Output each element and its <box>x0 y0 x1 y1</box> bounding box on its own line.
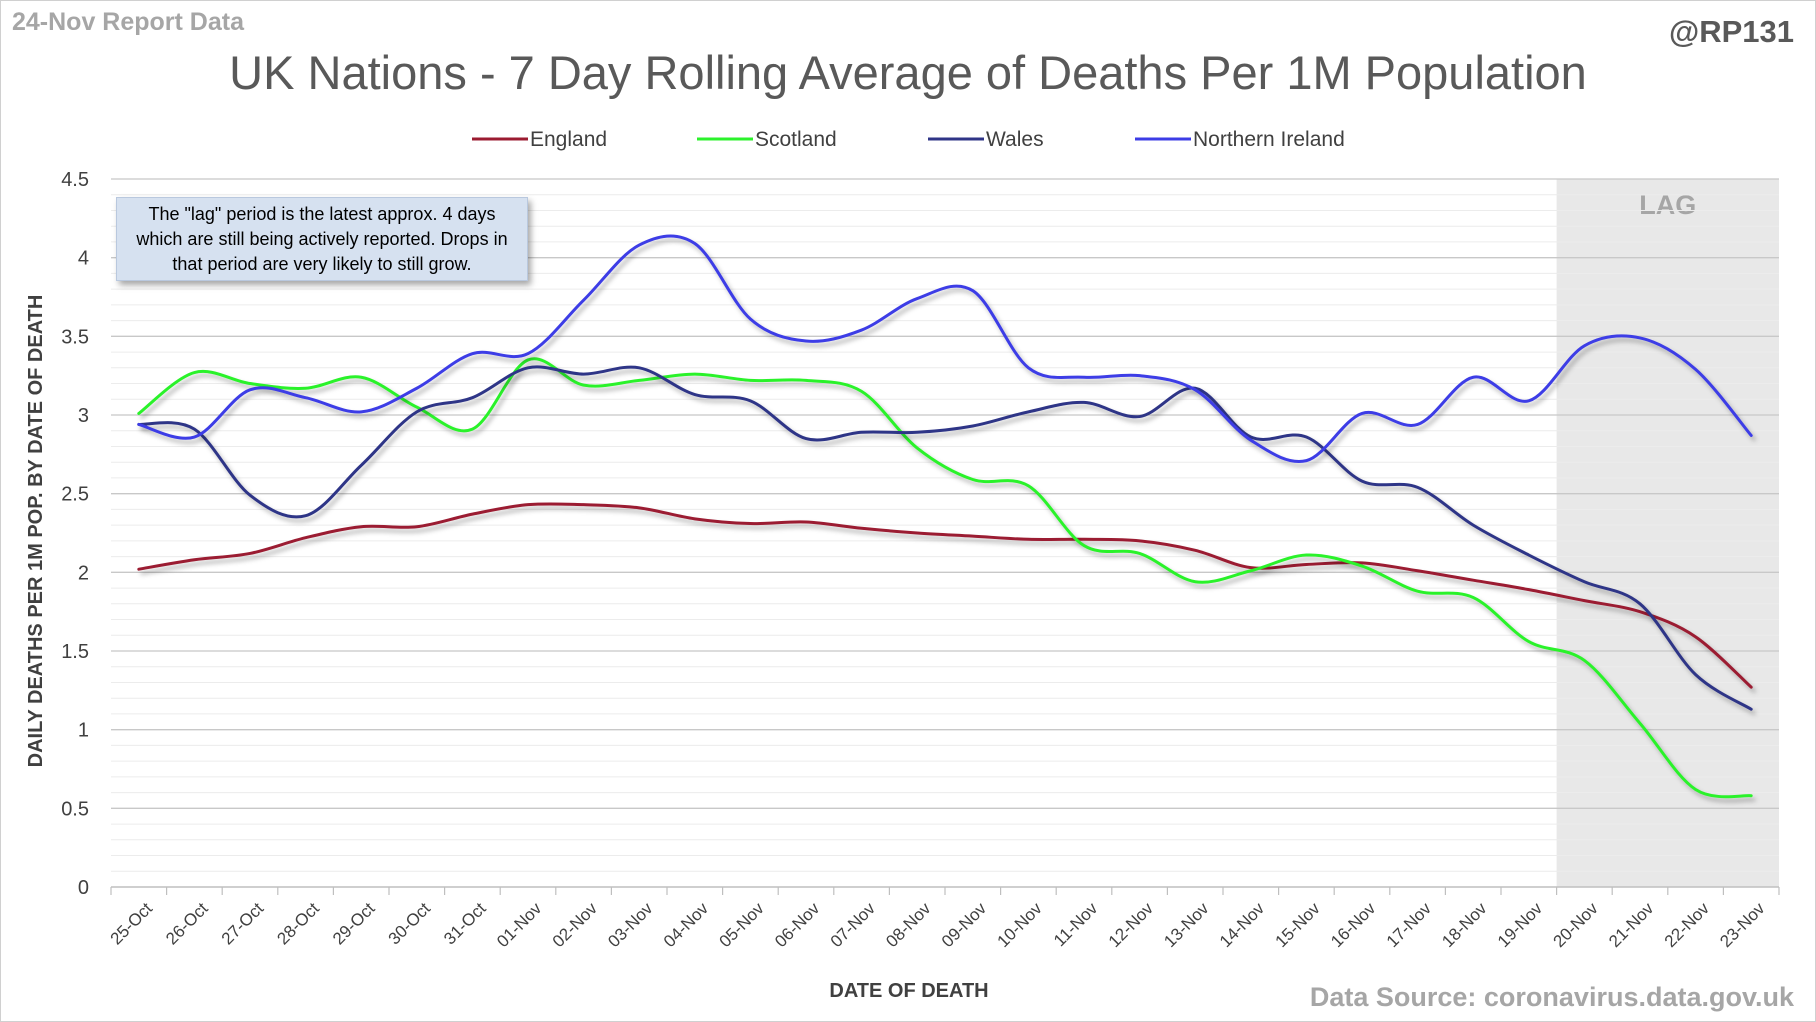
gridlines <box>111 178 1779 872</box>
x-tick-label: 20-Nov <box>1550 899 1603 952</box>
x-tick-label: 18-Nov <box>1438 899 1491 952</box>
chart-title: UK Nations - 7 Day Rolling Average of De… <box>229 46 1587 99</box>
x-tick-label: 09-Nov <box>938 899 991 952</box>
y-tick-label: 4.5 <box>61 169 89 191</box>
legend-label: Northern Ireland <box>1193 128 1345 151</box>
x-tick-label: 16-Nov <box>1327 899 1380 952</box>
x-tick-label: 13-Nov <box>1160 899 1213 952</box>
x-tick-label: 23-Nov <box>1716 899 1769 952</box>
y-tick-label: 2.5 <box>61 484 89 506</box>
x-tick-label: 27-Oct <box>218 899 268 949</box>
y-tick-label: 4 <box>78 248 89 270</box>
lag-shade <box>1556 179 1779 887</box>
y-axis-label: DAILY DEATHS PER 1M POP. BY DATE OF DEAT… <box>25 295 47 768</box>
data-source: Data Source: coronavirus.data.gov.uk <box>1309 982 1794 1012</box>
x-tick-label: 31-Oct <box>440 899 490 949</box>
legend-item-wales: Wales <box>928 128 1044 151</box>
x-tick-label: 03-Nov <box>604 899 657 952</box>
legend-item-northern-ireland: Northern Ireland <box>1135 128 1345 151</box>
author-handle: @RP131 <box>1668 14 1794 49</box>
x-tick-label: 04-Nov <box>660 899 713 952</box>
x-tick-label: 02-Nov <box>549 899 602 952</box>
series-line-england <box>137 502 1753 689</box>
x-tick-label: 25-Oct <box>107 899 157 949</box>
legend-label: Wales <box>986 128 1044 151</box>
y-tick-label: 1 <box>78 720 89 742</box>
x-tick-label: 05-Nov <box>716 899 769 952</box>
x-tick-label: 12-Nov <box>1105 899 1158 952</box>
x-tick-label: 14-Nov <box>1216 899 1269 952</box>
x-tick-label: 06-Nov <box>771 899 824 952</box>
legend-label: England <box>530 128 607 151</box>
x-axis-label: DATE OF DEATH <box>829 980 988 1002</box>
y-tick-label: 0 <box>78 877 89 899</box>
legend-item-england: England <box>472 128 607 151</box>
series-line-scotland <box>137 357 1753 799</box>
y-tick-label: 2 <box>78 562 89 584</box>
report-label: 24-Nov Report Data <box>12 8 244 36</box>
legend: England Scotland Wales Northern Ireland <box>472 128 1345 151</box>
y-tick-label: 3 <box>78 405 89 427</box>
series-line-northern-ireland <box>137 234 1753 464</box>
legend-item-scotland: Scotland <box>697 128 837 151</box>
lag-note: The "lag" period is the latest approx. 4… <box>116 197 528 281</box>
x-tick-label: 11-Nov <box>1050 899 1102 951</box>
x-tick-label: 01-Nov <box>493 899 546 952</box>
x-tick-label: 21-Nov <box>1605 899 1658 952</box>
x-tick-label: 07-Nov <box>827 899 880 952</box>
y-tick-label: 3.5 <box>61 326 89 348</box>
x-tick-label: 29-Oct <box>329 899 379 949</box>
x-tick-label: 30-Oct <box>385 899 435 949</box>
x-tick-label: 08-Nov <box>882 899 935 952</box>
y-tick-label: 1.5 <box>61 641 89 663</box>
x-tick-label: 26-Oct <box>162 899 212 949</box>
x-tick-label: 15-Nov <box>1272 899 1325 952</box>
x-tick-label: 19-Nov <box>1494 899 1547 952</box>
x-tick-label: 22-Nov <box>1661 899 1714 952</box>
series-lines <box>137 234 1753 799</box>
x-tick-label: 10-Nov <box>994 899 1047 952</box>
x-tick-label: 28-Oct <box>273 899 323 949</box>
legend-label: Scotland <box>755 128 837 151</box>
x-tick-label: 17-Nov <box>1383 899 1436 952</box>
series-line-wales <box>137 365 1753 711</box>
y-tick-label: 0.5 <box>61 798 89 820</box>
lag-region: LAG <box>1556 179 1779 887</box>
axes: 0 0.5 1 1.5 2 2.5 3 3.5 4 4.5 25-Oct 26-Oct 27-Oct 28… <box>61 169 1780 952</box>
